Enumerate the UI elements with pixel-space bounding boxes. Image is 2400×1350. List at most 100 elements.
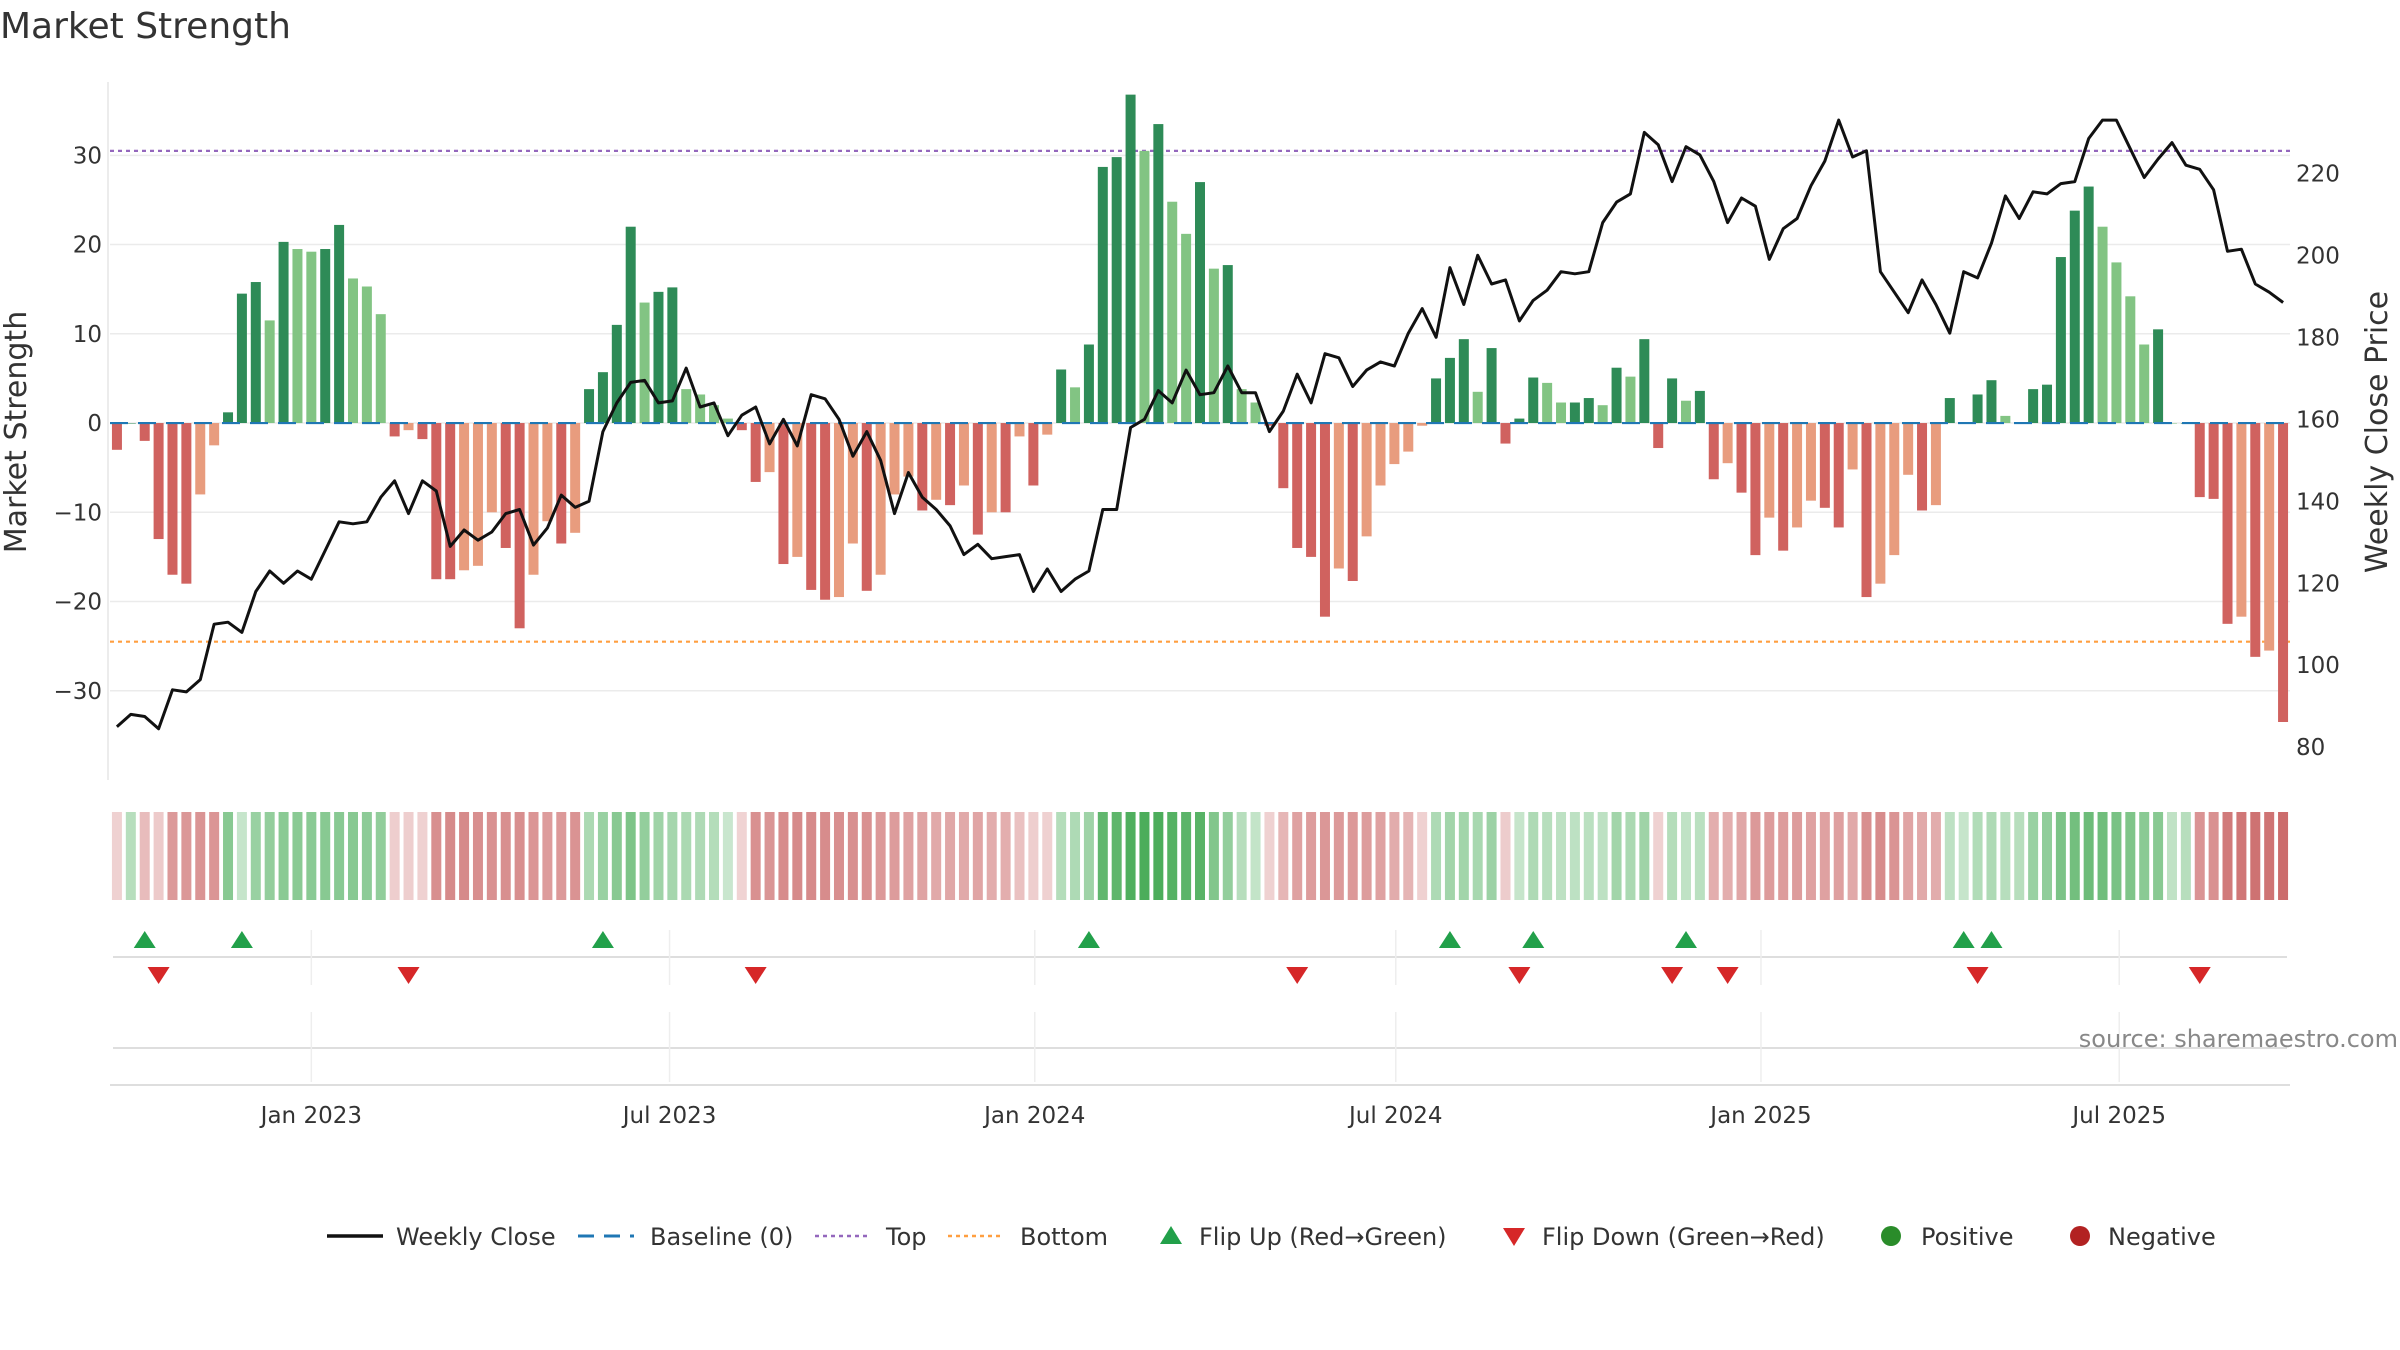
strength-bar xyxy=(1153,124,1164,424)
strength-bar xyxy=(1042,423,1053,435)
heat-cell xyxy=(1222,812,1233,900)
heat-cell xyxy=(1070,812,1081,900)
heat-cell xyxy=(709,812,720,900)
heat-cell xyxy=(1875,812,1886,900)
strength-bar xyxy=(1792,423,1803,528)
heat-cell xyxy=(1639,812,1650,900)
heat-cell xyxy=(1764,812,1775,900)
heat-cell xyxy=(1778,812,1789,900)
heat-cell xyxy=(1750,812,1761,900)
y-tick-label: 30 xyxy=(73,143,102,169)
heat-cell xyxy=(736,812,747,900)
strength-bar xyxy=(1097,166,1108,424)
strength-bar xyxy=(2278,423,2289,722)
strength-bar xyxy=(1389,423,1400,465)
legend-label: Positive xyxy=(1921,1223,2014,1251)
strength-bar xyxy=(111,423,122,450)
strength-bar xyxy=(958,423,969,486)
heat-cell xyxy=(403,812,414,900)
strength-bar xyxy=(1319,423,1330,617)
strength-bar xyxy=(2153,329,2164,424)
strength-bar xyxy=(1070,387,1081,424)
strength-bar xyxy=(1847,423,1858,470)
strength-bar xyxy=(695,394,706,424)
flip-down-marker xyxy=(397,967,420,984)
legend-swatch xyxy=(2070,1226,2090,1246)
strength-bar xyxy=(778,423,789,565)
strength-bar xyxy=(1083,344,1094,424)
flip-down-marker xyxy=(1661,967,1684,984)
strength-bar xyxy=(1930,423,1941,506)
heat-cell xyxy=(1667,812,1678,900)
heat-cell xyxy=(1722,812,1733,900)
flip-up-marker xyxy=(591,931,614,948)
strength-bar xyxy=(375,314,386,424)
heat-cell xyxy=(1583,812,1594,900)
heat-cell xyxy=(1972,812,1983,900)
legend-label: Top xyxy=(885,1223,927,1251)
flip-down-marker xyxy=(1286,967,1309,984)
heat-cell xyxy=(764,812,775,900)
heat-cell xyxy=(833,812,844,900)
flip-up-marker xyxy=(1980,931,2003,948)
x-tick-label: Jan 2025 xyxy=(1708,1103,1811,1129)
y-tick-label: 20 xyxy=(73,233,102,259)
strength-bar xyxy=(1000,423,1011,513)
heat-cell xyxy=(2028,812,2039,900)
heat-cell xyxy=(1861,812,1872,900)
strength-bar xyxy=(2264,423,2275,651)
flip-up-marker xyxy=(1438,931,1461,948)
heat-cell xyxy=(1403,812,1414,900)
heat-cell xyxy=(1944,812,1955,900)
strength-bar xyxy=(806,423,817,590)
strength-bar xyxy=(2069,210,2080,424)
strength-bar xyxy=(1444,357,1455,424)
strength-bar xyxy=(681,389,692,424)
strength-bar xyxy=(1264,423,1275,426)
strength-bar xyxy=(1222,265,1233,424)
strength-bar xyxy=(445,423,456,580)
heat-cell xyxy=(292,812,303,900)
heat-cell xyxy=(1472,812,1483,900)
heat-cell xyxy=(2264,812,2275,900)
strength-bar xyxy=(264,320,275,424)
strength-bar xyxy=(1472,391,1483,424)
heat-cell xyxy=(542,812,553,900)
heat-cell xyxy=(514,812,525,900)
heat-cell xyxy=(2250,812,2261,900)
heat-cell xyxy=(2222,812,2233,900)
strength-bar xyxy=(1361,423,1372,537)
strength-bar xyxy=(2083,186,2094,424)
strength-bar xyxy=(722,418,733,424)
heat-cell xyxy=(667,812,678,900)
heat-cell xyxy=(1889,812,1900,900)
y-tick-label: 0 xyxy=(87,411,102,437)
heat-cell xyxy=(1694,812,1705,900)
strength-bar xyxy=(2042,384,2053,424)
strength-bar xyxy=(306,251,317,424)
strength-bar xyxy=(1014,423,1025,437)
heat-cell xyxy=(889,812,900,900)
y2-tick-label: 160 xyxy=(2296,407,2340,433)
strength-bar xyxy=(1056,369,1067,424)
strength-bar xyxy=(945,423,956,506)
strength-bar xyxy=(1778,423,1789,551)
heat-cell xyxy=(2014,812,2025,900)
strength-bar xyxy=(709,405,720,424)
strength-bar xyxy=(1819,423,1830,508)
strength-bar xyxy=(611,324,622,424)
heat-cell xyxy=(2180,812,2191,900)
strength-bar xyxy=(1736,423,1747,493)
strength-bar xyxy=(1583,398,1594,424)
heat-cell xyxy=(223,812,234,900)
flip-down-marker xyxy=(1966,967,1989,984)
heat-cell xyxy=(1319,812,1330,900)
strength-bar xyxy=(584,389,595,424)
strength-bar xyxy=(2222,423,2233,624)
heat-cell xyxy=(556,812,567,900)
strength-bar xyxy=(625,226,636,424)
heat-cell xyxy=(847,812,858,900)
price-line xyxy=(115,118,2284,731)
heat-cell xyxy=(1903,812,1914,900)
flip-up-marker xyxy=(1077,931,1100,948)
